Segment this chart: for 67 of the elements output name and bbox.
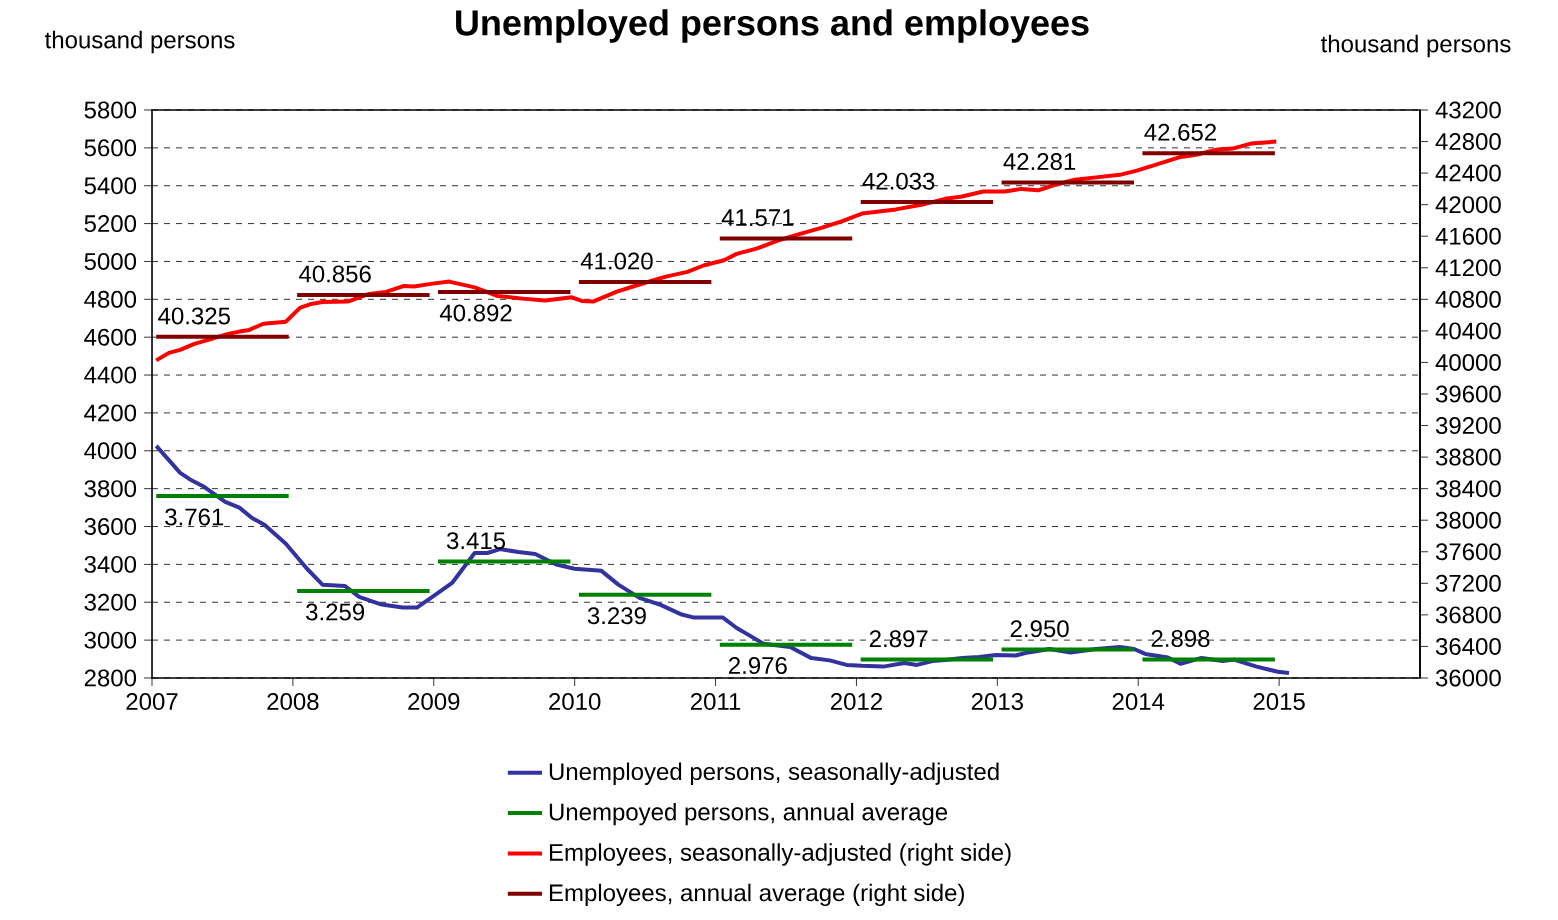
x-tick-label: 2015 bbox=[1253, 693, 1305, 711]
x-tick-label: 2007 bbox=[126, 693, 178, 711]
y2-tick-label: 38800 bbox=[1435, 448, 1501, 466]
y2-tick-label: 39200 bbox=[1435, 417, 1501, 435]
data-label: 40.856 bbox=[299, 265, 371, 283]
x-tick-label: 2013 bbox=[971, 693, 1023, 711]
y-tick-label: 3400 bbox=[84, 555, 137, 573]
data-label: 2.950 bbox=[1010, 620, 1069, 638]
y2-tick-label: 36000 bbox=[1435, 669, 1501, 687]
data-label: 2.898 bbox=[1151, 630, 1210, 648]
data-label: 42.652 bbox=[1144, 123, 1216, 141]
y-tick-label: 4600 bbox=[84, 328, 137, 346]
y2-tick-label: 37600 bbox=[1435, 543, 1501, 561]
y2-tick-label: 42400 bbox=[1435, 164, 1501, 182]
y-tick-label: 3600 bbox=[84, 518, 137, 535]
y2-tick-label: 41600 bbox=[1435, 227, 1501, 245]
chart-title: Unemployed persons and employees bbox=[456, 9, 1089, 43]
y2-tick-label: 38400 bbox=[1435, 480, 1501, 498]
legend-label: Employees, annual average (right side) bbox=[549, 883, 964, 907]
data-label: 41.020 bbox=[580, 252, 653, 270]
y-tick-label: 4400 bbox=[84, 366, 137, 384]
x-tick-label: 2014 bbox=[1112, 693, 1165, 711]
data-label: 2.897 bbox=[869, 630, 928, 648]
y2-axis-title: thousand persons bbox=[1320, 34, 1511, 58]
legend-label: Employees, seasonally-adjusted (right side) bbox=[549, 843, 1011, 866]
x-tick-label: 2009 bbox=[408, 693, 460, 711]
y2-tick-label: 36400 bbox=[1435, 637, 1501, 655]
data-label: 3.761 bbox=[165, 508, 224, 526]
data-label: 2.976 bbox=[728, 657, 787, 675]
y2-tick-label: 43200 bbox=[1435, 101, 1501, 119]
x-tick-label: 2011 bbox=[690, 693, 741, 711]
x-tick-label: 2012 bbox=[830, 693, 882, 711]
legend-label: Unempoyed persons, annual average bbox=[549, 802, 948, 826]
data-label: 3.259 bbox=[306, 603, 365, 621]
y2-tick-label: 40000 bbox=[1435, 353, 1501, 371]
y-tick-label: 5000 bbox=[84, 252, 137, 270]
y2-tick-label: 41200 bbox=[1435, 259, 1501, 277]
data-label: 42.281 bbox=[1003, 153, 1076, 171]
y2-tick-label: 40400 bbox=[1435, 322, 1501, 340]
y-tick-label: 5800 bbox=[84, 101, 137, 119]
data-label: 41.571 bbox=[721, 209, 794, 227]
y-tick-label: 4200 bbox=[84, 404, 137, 422]
y2-tick-label: 42000 bbox=[1435, 196, 1501, 214]
y2-tick-label: 39600 bbox=[1435, 385, 1501, 403]
y2-tick-label: 36800 bbox=[1435, 606, 1501, 624]
y-tick-label: 3000 bbox=[84, 631, 137, 649]
y-tick-label: 3800 bbox=[84, 480, 137, 498]
y2-tick-label: 40800 bbox=[1435, 290, 1501, 308]
y-tick-label: 3200 bbox=[84, 593, 137, 611]
data-label: 40.892 bbox=[439, 304, 512, 322]
y-tick-label: 5600 bbox=[84, 139, 137, 157]
data-label: 3.415 bbox=[446, 532, 506, 550]
y-axis-title: thousand persons bbox=[44, 30, 235, 54]
y-tick-label: 4800 bbox=[84, 290, 137, 308]
y2-tick-label: 37200 bbox=[1435, 574, 1501, 592]
y2-tick-label: 38000 bbox=[1435, 511, 1501, 529]
x-tick-label: 2008 bbox=[267, 693, 319, 711]
y-tick-label: 5200 bbox=[84, 215, 137, 233]
data-label: 42.033 bbox=[862, 172, 935, 190]
data-label: 3.239 bbox=[587, 607, 646, 625]
x-tick-label: 2010 bbox=[549, 693, 601, 711]
y-tick-label: 4000 bbox=[84, 442, 137, 460]
data-label: 40.325 bbox=[158, 307, 230, 325]
y2-tick-label: 42800 bbox=[1435, 133, 1501, 151]
y-tick-label: 5400 bbox=[84, 177, 137, 195]
y-tick-label: 2800 bbox=[84, 669, 137, 687]
legend-label: Unemployed persons, seasonally-adjusted bbox=[549, 762, 999, 785]
